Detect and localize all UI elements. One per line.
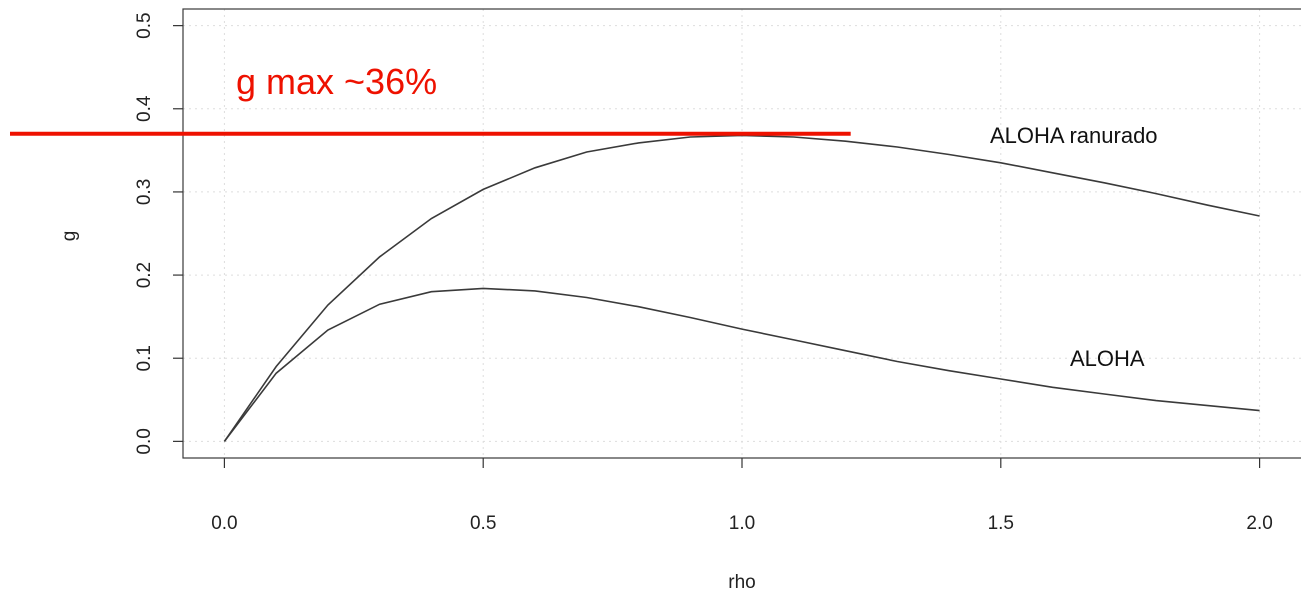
y-tick-label: 0.1 [134,345,155,371]
x-tick-label: 1.0 [729,513,755,534]
annotation-layer: g max ~36% [10,61,851,136]
x-tick-label: 1.5 [988,513,1014,534]
x-tick-label: 0.5 [470,513,496,534]
y-tick-label: 0.4 [134,95,155,122]
series-line-1 [223,134,1260,442]
series-layer: ALOHA ranurado ALOHA [223,123,1260,442]
series-line-2 [223,287,1260,442]
y-tick-label: 0.0 [134,428,155,454]
x-tick-label: 0.0 [211,513,237,534]
max-annotation-label: g max ~36% [236,61,437,102]
grid [183,9,1301,458]
series-label-1: ALOHA ranurado [990,123,1158,148]
series-label-2: ALOHA [1070,346,1145,371]
axes: 0.0 0.5 1.0 1.5 2.0 0.0 0.1 0.2 0.3 0.4 0.5 [134,12,1273,534]
x-axis-label: rho [728,572,755,591]
y-axis-label: g [59,231,80,242]
x-tick-label: 2.0 [1246,513,1272,534]
y-tick-label: 0.2 [134,262,155,288]
plot-frame [182,8,1301,459]
y-tick-label: 0.5 [134,12,155,38]
y-tick-label: 0.3 [134,179,155,205]
